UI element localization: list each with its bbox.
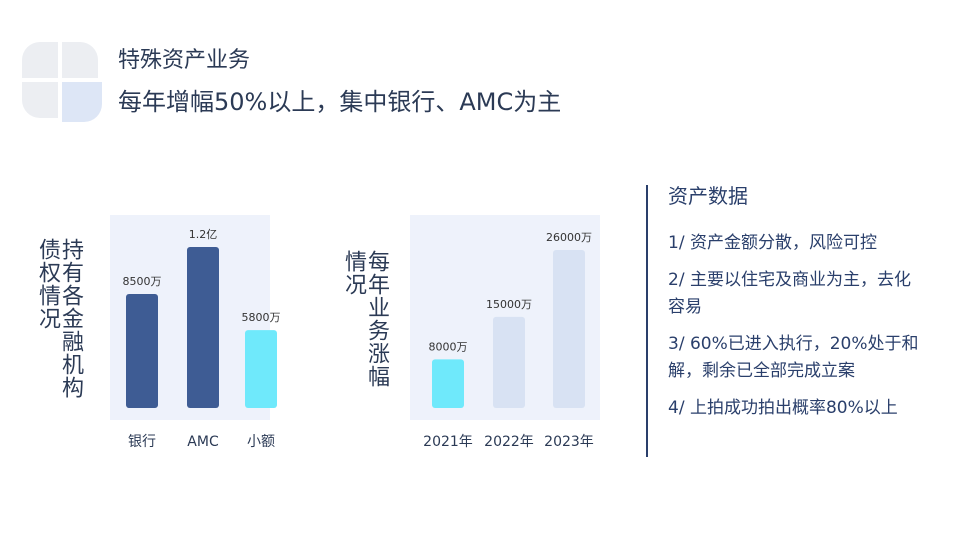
value-label: 15000万 [486, 298, 532, 311]
x-tick-label: 2023年 [544, 434, 594, 450]
x-tick-label: 银行 [128, 434, 156, 450]
panel-item: 4/ 上拍成功拍出概率80%以上 [668, 398, 898, 418]
panel-item: 1/ 资产金额分散，风险可控 [668, 233, 877, 253]
title: 特殊资产业务 [118, 48, 251, 73]
panel-item: 2/ 主要以住宅及商业为主，去化容易 [668, 270, 911, 317]
value-label: 5800万 [242, 311, 281, 324]
x-tick-label: 2022年 [484, 434, 534, 450]
bar [432, 359, 464, 408]
bar [126, 293, 158, 408]
chart-title: 每年业务涨幅情况 [341, 250, 389, 388]
panel-items: 1/ 资产金额分散，风险可控 2/ 主要以住宅及商业为主，去化容易 3/ 60%已进… [668, 230, 923, 432]
value-label: 8500万 [123, 275, 162, 288]
subtitle: 每年增幅50%以上，集中银行、AMC为主 [118, 88, 562, 116]
value-label: 26000万 [546, 231, 592, 244]
logo [22, 42, 102, 122]
value-label: 1.2亿 [189, 228, 218, 241]
bar [245, 330, 277, 408]
panel-title: 资产数据 [668, 184, 748, 208]
x-tick-label: 小额 [247, 434, 275, 450]
chart-title: 持有各金融机构债权情况 [35, 238, 83, 399]
x-tick-label: 2021年 [423, 434, 473, 450]
value-label: 8000万 [429, 340, 468, 353]
x-tick-label: AMC [187, 434, 219, 450]
bar [187, 247, 219, 408]
bar [553, 250, 585, 408]
bar [493, 316, 525, 408]
panel-item: 3/ 60%已进入执行，20%处于和解，剩余已全部完成立案 [668, 334, 919, 381]
